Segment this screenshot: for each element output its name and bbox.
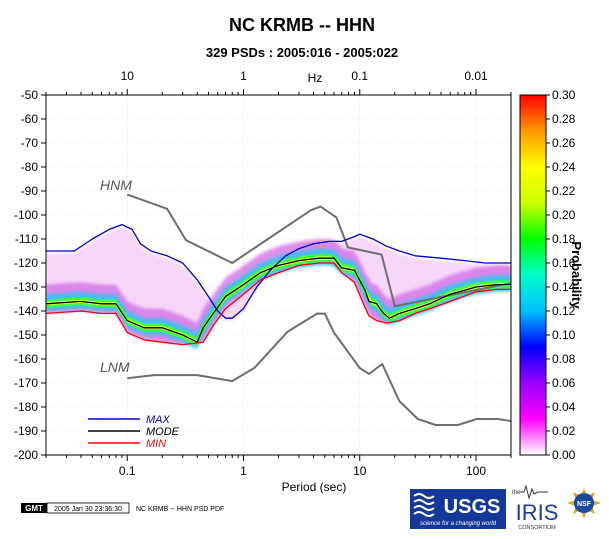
timestamp-box [46,502,130,514]
y-tick-label: -180 [14,400,38,414]
legend-mode-label: MODE [146,426,180,438]
colorbar-tick-label: 0.30 [552,88,576,102]
x-tick-label: 10 [353,464,367,478]
usgs-wordmark: USGS [444,496,501,518]
colorbar-tick-label: 0.26 [552,136,576,150]
colorbar-tick-label: 0.16 [552,256,576,270]
plot-caption: NC KRMB -- HHN PSD PDF [136,506,224,513]
iris-wordmark: IRIS [516,500,559,525]
y-tick-label: -70 [21,136,39,150]
colorbar-tick-label: 0.28 [552,112,576,126]
series-lnm-line [127,312,511,426]
series-lines [46,193,511,426]
y-tick-label: -130 [14,280,38,294]
y-tick-label: -60 [21,112,39,126]
top-axis-label: Hz [308,71,323,85]
legend-max-label: MAX [146,414,171,426]
chart-title: NC KRMB -- HHN [229,15,375,35]
colorbar-tick-label: 0.24 [552,160,576,174]
series-max-line [46,223,511,319]
y-tick-label: -80 [21,160,39,174]
pdf-density-layer [46,227,511,350]
series-mode-line [46,257,511,343]
chart-subtitle: 329 PSDs : 2005:016 - 2005:022 [206,45,398,60]
colorbar-ticks: 0.30 0.28 0.26 0.24 0.22 0.20 0.18 0.16 0.14 0.12… [546,88,576,462]
colorbar-label: Probability [569,241,584,309]
x-axis-label: Period (sec) [282,480,347,494]
y-tick-label: -200 [14,448,38,462]
nsf-wordmark: NSF [577,501,592,508]
y-tick-label: -120 [14,256,38,270]
y-tick-label: -50 [21,88,39,102]
y-tick-label: -140 [14,304,38,318]
iris-consortium: CONSORTIUM [518,525,556,531]
top-tick-label: 0.1 [351,69,368,83]
top-tick-label: 10 [121,69,135,83]
y-axis: -50 -60 -70 -80 -90 -100 -110 -120 -130 -140 -150 -… [14,88,46,462]
y-tick-label: -160 [14,352,38,366]
nsf-logo: NSF [567,488,601,519]
colorbar-tick-label: 0.18 [552,232,576,246]
colorbar-tick-label: 0.00 [552,448,576,462]
y-tick-label: -90 [21,184,39,198]
usgs-wave-icon [413,493,435,517]
colorbar-tick-label: 0.06 [552,376,576,390]
gmt-badge-label: GMT [25,504,43,513]
colorbar-tick-label: 0.10 [552,328,576,342]
colorbar-tick-label: 0.02 [552,424,576,438]
x-tick-label: 1 [240,464,247,478]
top-frequency-axis: 10 1 0.1 0.01 [45,69,512,95]
top-tick-label: 0.01 [464,69,488,83]
colorbar-tick-label: 0.08 [552,352,576,366]
lnm-label: LNM [100,359,130,375]
series-hnm-line [126,193,511,308]
colorbar-tick-label: 0.22 [552,184,576,198]
gmt-badge [21,503,47,513]
series-min-line [46,262,511,346]
colorbar [519,94,547,456]
y-tick-label: -150 [14,328,38,342]
colorbar-tick-label: 0.14 [552,280,576,294]
legend-min-label: MIN [146,438,166,450]
timestamp: 2005 Jan 30 23:36:30 [54,506,122,513]
colorbar-tick-label: 0.12 [552,304,576,318]
top-tick-label: 1 [240,69,247,83]
y-tick-label: -100 [14,208,38,222]
y-tick-label: -170 [14,376,38,390]
y-tick-label: -190 [14,424,38,438]
usgs-tagline: science for a changing world [420,521,497,527]
y-tick-label: -110 [15,232,38,246]
iris-logo: the IRIS CONSORTIUM [512,484,559,531]
legend: MAX MODE MIN [88,414,180,450]
gmt-stamp: GMT 2005 Jan 30 23:36:30 NC KRMB -- HHN … [21,502,224,514]
colorbar-tick-label: 0.04 [552,400,576,414]
x-tick-label: 0.1 [119,464,136,478]
nsf-globe-icon [574,493,594,513]
hnm-label: HNM [100,177,132,193]
x-axis: 0.1 1 10 100 [45,455,512,478]
usgs-logo: USGS science for a changing world [410,489,506,529]
seismogram-icon [520,484,548,500]
iris-the: the [512,490,521,496]
x-tick-label: 100 [466,464,486,478]
colorbar-tick-label: 0.20 [552,208,576,222]
